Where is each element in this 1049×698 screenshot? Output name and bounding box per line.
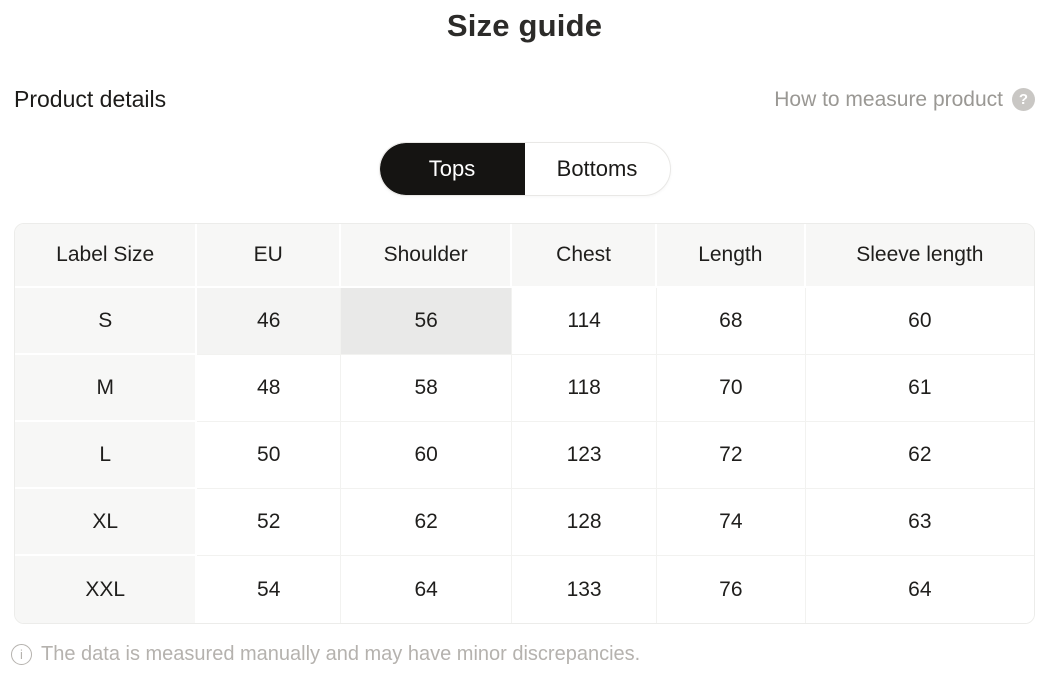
size-cell-xl-shoulder: 62 — [341, 489, 513, 556]
info-icon: i — [11, 644, 32, 665]
footer-note-text: The data is measured manually and may ha… — [41, 643, 641, 665]
size-cell-m-length: 70 — [656, 355, 806, 422]
size-cell-xl-length: 74 — [656, 489, 806, 556]
size-cell-xl-sleeve-length: 63 — [805, 489, 1034, 556]
category-toggle: Tops Bottoms — [378, 142, 671, 196]
question-mark-icon[interactable]: ? — [1012, 88, 1035, 111]
size-cell-xl-chest: 128 — [512, 489, 657, 556]
size-cell-l-sleeve-length: 62 — [805, 422, 1034, 489]
size-cell-l-shoulder: 60 — [341, 422, 513, 489]
size-cell-s-shoulder: 56 — [341, 288, 513, 355]
label-size-cell-m: M — [15, 355, 198, 422]
column-header-length: Length — [656, 224, 806, 288]
size-cell-s-eu: 46 — [197, 288, 342, 355]
table-row-xl: XL 52 62 128 74 63 — [15, 489, 1034, 556]
table-row-s: S 46 56 114 68 60 — [15, 288, 1034, 355]
label-size-cell-xxl: XXL — [15, 556, 198, 623]
table-row-xxl: XXL 54 64 133 76 64 — [15, 556, 1034, 623]
section-title: Product details — [14, 86, 167, 112]
column-header-shoulder: Shoulder — [341, 224, 513, 288]
size-cell-l-length: 72 — [656, 422, 806, 489]
label-size-cell-xl: XL — [15, 489, 198, 556]
column-header-sleeve-length: Sleeve length — [805, 224, 1034, 288]
column-header-chest: Chest — [512, 224, 657, 288]
table-row-l: L 50 60 123 72 62 — [15, 422, 1034, 489]
header-row: Label Size EU Shoulder Chest Length Sleeve le… — [15, 224, 1034, 288]
tab-tops[interactable]: Tops — [379, 143, 525, 195]
size-cell-xl-eu: 52 — [197, 489, 342, 556]
label-size-cell-l: L — [15, 422, 198, 489]
size-table: Label Size EU Shoulder Chest Length Sleeve le… — [15, 224, 1034, 623]
size-cell-m-chest: 118 — [512, 355, 657, 422]
size-cell-l-chest: 123 — [512, 422, 657, 489]
how-to-measure-link[interactable]: How to measure product ? — [774, 88, 1035, 112]
tab-bottoms[interactable]: Bottoms — [525, 143, 670, 195]
footer-note: i The data is measured manually and may … — [11, 643, 1035, 666]
size-cell-m-sleeve-length: 61 — [805, 355, 1034, 422]
size-cell-xxl-shoulder: 64 — [341, 556, 513, 623]
size-cell-l-eu: 50 — [197, 422, 342, 489]
size-table-container: Label Size EU Shoulder Chest Length Sleeve le… — [14, 223, 1035, 624]
size-cell-xxl-sleeve-length: 64 — [805, 556, 1034, 623]
size-cell-s-sleeve-length: 60 — [805, 288, 1034, 355]
size-cell-xxl-length: 76 — [656, 556, 806, 623]
size-cell-s-chest: 114 — [512, 288, 657, 355]
size-cell-m-eu: 48 — [197, 355, 342, 422]
header-row: Product details How to measure product ? — [14, 86, 1035, 113]
size-cell-xxl-eu: 54 — [197, 556, 342, 623]
size-cell-xxl-chest: 133 — [512, 556, 657, 623]
column-header-label-size: Label Size — [15, 224, 198, 288]
toggle-row: Tops Bottoms — [0, 142, 1049, 196]
column-header-eu: EU — [197, 224, 342, 288]
how-to-measure-label: How to measure product — [774, 87, 1003, 111]
size-cell-m-shoulder: 58 — [341, 355, 513, 422]
label-size-cell-s: S — [15, 288, 198, 355]
size-cell-s-length: 68 — [656, 288, 806, 355]
page-title: Size guide — [446, 8, 603, 43]
table-row-m: M 48 58 118 70 61 — [15, 355, 1034, 422]
